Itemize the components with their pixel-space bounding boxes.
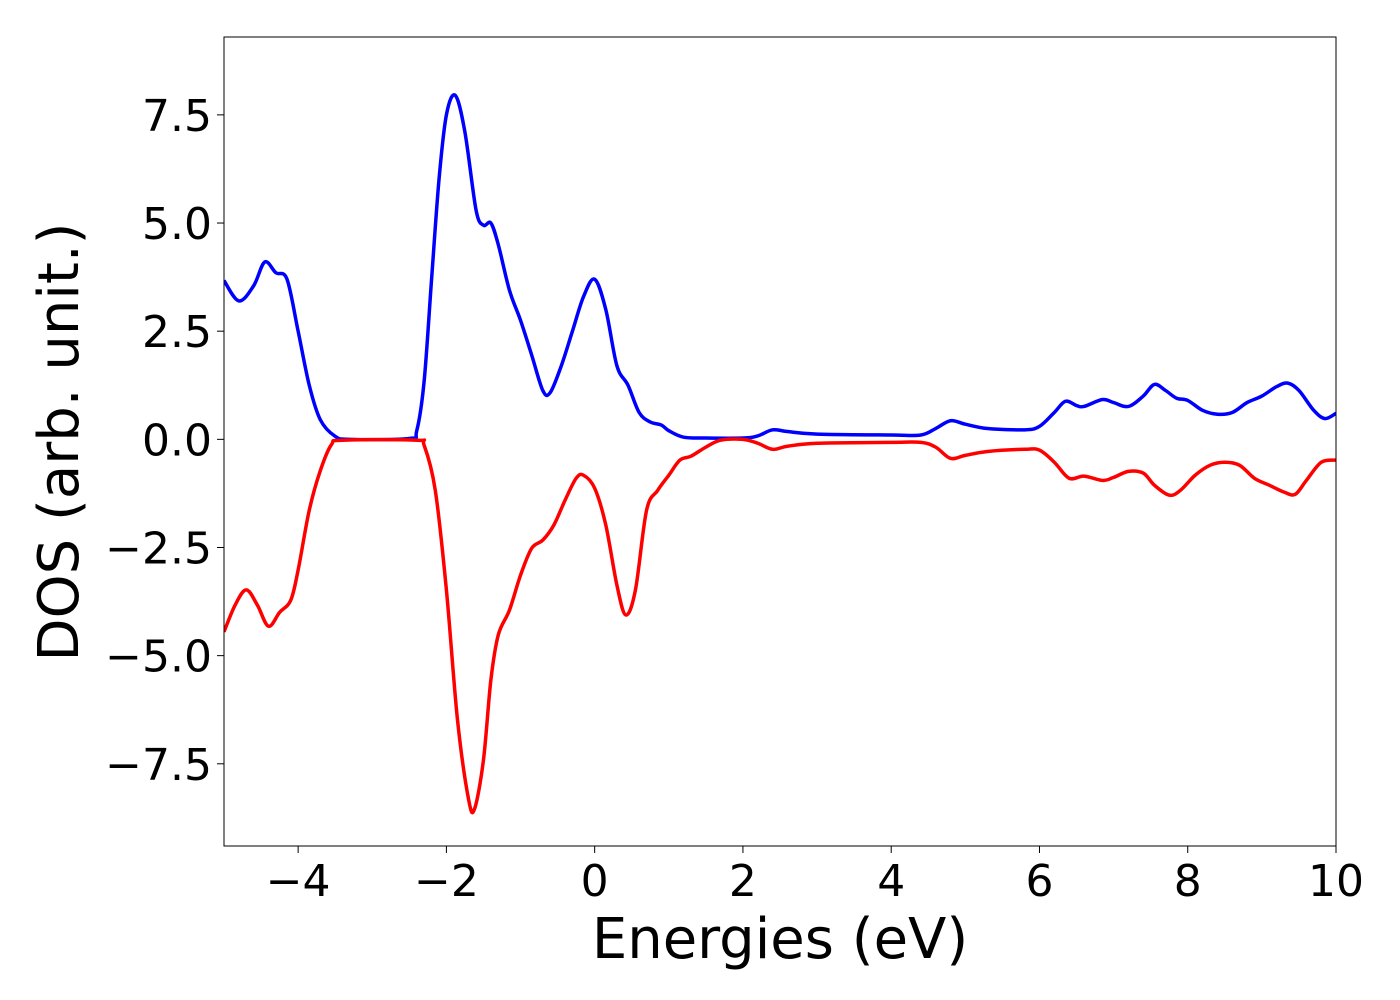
x-tick-label: 0 bbox=[581, 856, 609, 907]
dos-line bbox=[224, 437, 1336, 815]
x-tick-label: 6 bbox=[1025, 856, 1053, 907]
x-axis-label: Energies (eV) bbox=[592, 907, 968, 972]
y-axis-label: DOS (arb. unit.) bbox=[27, 222, 92, 661]
y-tick-label: −2.5 bbox=[105, 523, 212, 574]
y-tick-label: 5.0 bbox=[142, 199, 212, 250]
plot-frame bbox=[223, 36, 1337, 847]
y-tick-label: 7.5 bbox=[142, 91, 212, 142]
y-tick-label: 0.0 bbox=[142, 415, 212, 466]
x-tick-label: 2 bbox=[729, 856, 757, 907]
dos-line bbox=[224, 93, 1336, 442]
x-tick-label: −2 bbox=[414, 856, 479, 907]
y-tick-label: −5.0 bbox=[105, 632, 212, 683]
x-tick-label: 8 bbox=[1174, 856, 1202, 907]
y-tick-label: −7.5 bbox=[105, 740, 212, 791]
x-tick-label: 10 bbox=[1308, 856, 1364, 907]
x-tick-label: 4 bbox=[877, 856, 905, 907]
x-tick-label: −4 bbox=[266, 856, 331, 907]
y-tick-label: 2.5 bbox=[142, 307, 212, 358]
